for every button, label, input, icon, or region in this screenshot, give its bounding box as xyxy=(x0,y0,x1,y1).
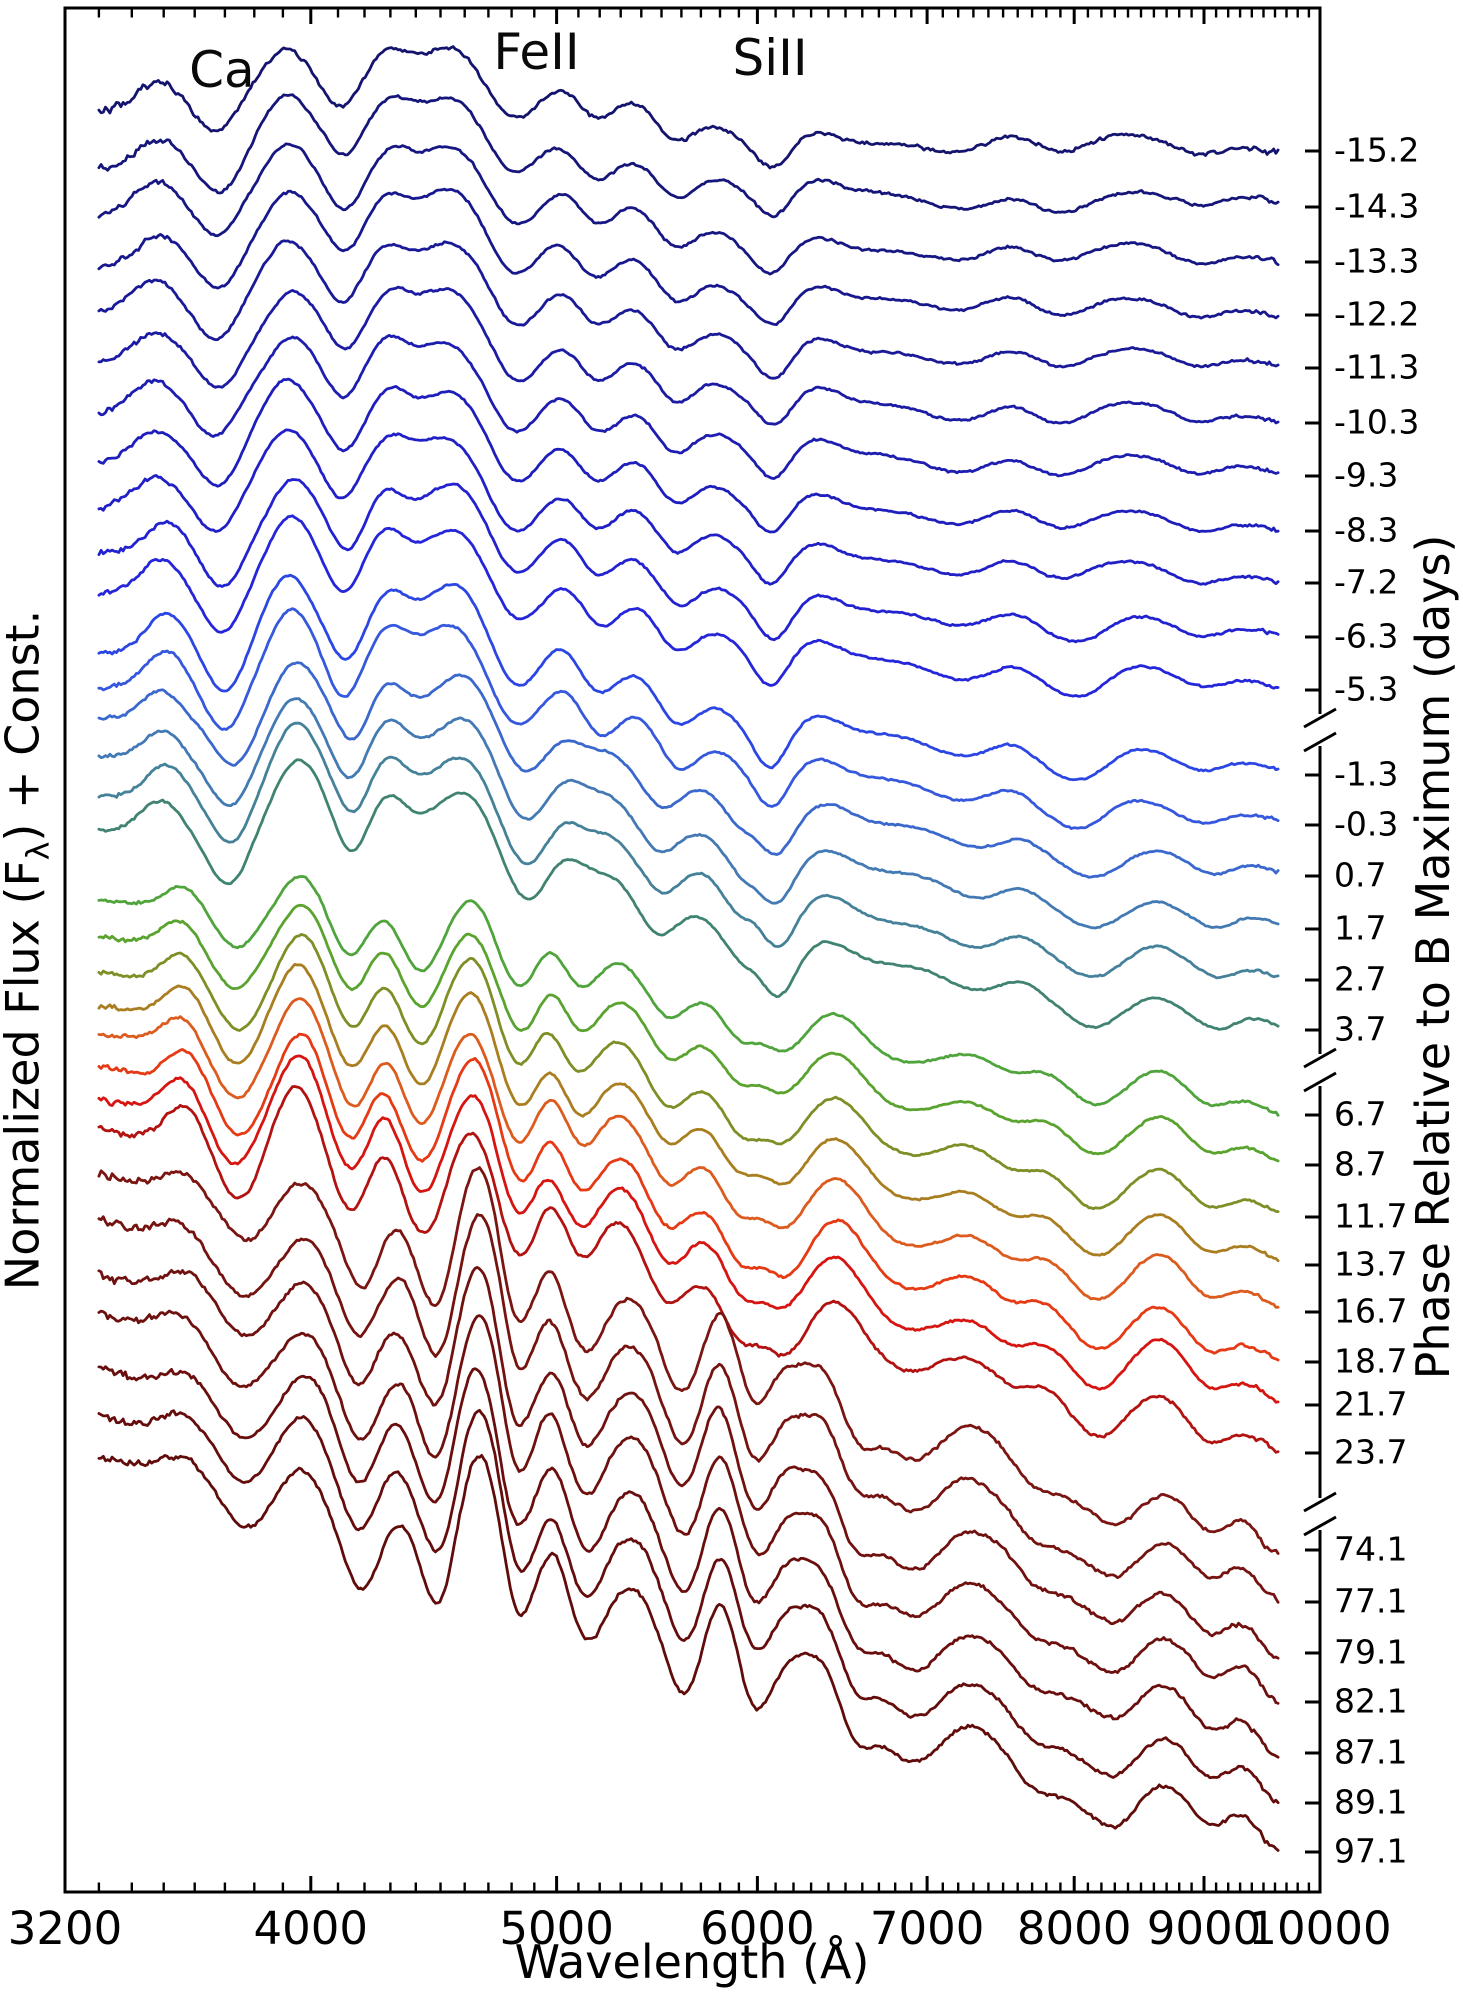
phase-label-3.7: 3.7 xyxy=(1334,1009,1387,1049)
spectrum-line-79.1 xyxy=(97,1266,1280,1660)
phase-label-11.7: 11.7 xyxy=(1334,1196,1408,1236)
phase-label-18.7: 18.7 xyxy=(1334,1341,1408,1381)
phase-label--14.3: -14.3 xyxy=(1334,186,1420,226)
right-axis-title: Phase Relative to B Maximum (days) xyxy=(1406,534,1460,1380)
y-axis-title: Normalized Flux (Fλ) + Const. xyxy=(0,610,57,1290)
spectrum-line--14.3 xyxy=(97,93,1280,219)
spectrum-line-1.7 xyxy=(97,697,1280,930)
spectrum-line--9.3 xyxy=(97,333,1280,480)
spectrum-line-0.7 xyxy=(97,661,1280,879)
spectrum-line--0.3 xyxy=(97,607,1280,830)
phase-label-97.1: 97.1 xyxy=(1334,1831,1408,1871)
annotation-Ca: Ca xyxy=(189,41,255,99)
spectrum-line-23.7 xyxy=(97,1085,1280,1454)
x-tick-label-8000: 8000 xyxy=(1016,1902,1132,1955)
phase-label--0.3: -0.3 xyxy=(1334,804,1399,844)
phase-label-2.7: 2.7 xyxy=(1334,959,1387,999)
spectrum-line-3.7 xyxy=(97,758,1280,1031)
spectrum-line-2.7 xyxy=(97,721,1280,980)
phase-label--13.3: -13.3 xyxy=(1334,241,1420,281)
phase-label-8.7: 8.7 xyxy=(1334,1144,1387,1184)
phase-label-23.7: 23.7 xyxy=(1334,1432,1408,1472)
spectrum-line-16.7 xyxy=(97,997,1280,1309)
spectrum-line--13.3 xyxy=(97,142,1280,276)
phase-label-79.1: 79.1 xyxy=(1334,1632,1408,1672)
annotation-SiII: SiII xyxy=(732,29,808,87)
spectrum-line--11.3 xyxy=(97,239,1280,380)
phase-label--10.3: -10.3 xyxy=(1334,402,1420,442)
spectrum-line-89.1 xyxy=(97,1408,1280,1805)
phase-label-0.7: 0.7 xyxy=(1334,855,1387,895)
phase-label--11.3: -11.3 xyxy=(1334,347,1420,387)
spectrum-line-97.1 xyxy=(97,1454,1280,1852)
phase-label-1.7: 1.7 xyxy=(1334,908,1387,948)
spectrum-line--7.2 xyxy=(97,428,1280,586)
spectrum-line-87.1 xyxy=(97,1365,1280,1759)
spectrum-line-74.1 xyxy=(97,1166,1280,1555)
x-tick-label-7000: 7000 xyxy=(869,1902,985,1955)
spectrum-line-82.1 xyxy=(97,1309,1280,1705)
phase-label-77.1: 77.1 xyxy=(1334,1581,1408,1621)
phase-label-82.1: 82.1 xyxy=(1334,1681,1408,1721)
phase-label-16.7: 16.7 xyxy=(1334,1291,1408,1331)
phase-label--15.2: -15.2 xyxy=(1334,130,1420,170)
y-axis-title-prefix: Normalized Flux (F xyxy=(0,860,50,1291)
x-axis-title: Wavelength (Å) xyxy=(514,1935,870,1989)
x-tick-label-3200: 3200 xyxy=(7,1902,123,1955)
y-axis-title-lambda: λ xyxy=(20,841,57,861)
phase-label-87.1: 87.1 xyxy=(1334,1732,1408,1772)
x-tick-label-6000: 6000 xyxy=(700,1902,815,1955)
phase-label-6.7: 6.7 xyxy=(1334,1094,1387,1134)
spectrum-line-21.7 xyxy=(97,1054,1280,1404)
spectrum-line--5.3 xyxy=(97,514,1280,698)
phase-label--7.2: -7.2 xyxy=(1334,562,1399,602)
x-tick-label-4000: 4000 xyxy=(253,1902,369,1955)
spectrum-line-77.1 xyxy=(97,1213,1280,1604)
spectrum-line--1.3 xyxy=(97,573,1280,782)
x-tick-label-10000: 10000 xyxy=(1248,1902,1392,1955)
spectrum-line--10.3 xyxy=(97,285,1280,426)
annotation-FeII: FeII xyxy=(493,23,580,81)
x-tick-label-9000: 9000 xyxy=(1146,1902,1262,1955)
spectrum-line-13.7 xyxy=(97,963,1280,1263)
phase-label--12.2: -12.2 xyxy=(1334,294,1420,334)
phase-label--5.3: -5.3 xyxy=(1334,669,1399,709)
spectrum-line-18.7 xyxy=(97,1032,1280,1362)
phase-label-89.1: 89.1 xyxy=(1334,1782,1408,1822)
spectrum-line--15.2 xyxy=(97,45,1280,170)
spectrum-line-6.7 xyxy=(97,875,1280,1117)
y-axis-title-suffix: ) + Const. xyxy=(0,609,50,842)
spectrum-line-11.7 xyxy=(97,933,1280,1213)
phase-label--8.3: -8.3 xyxy=(1334,510,1399,550)
phase-label--1.3: -1.3 xyxy=(1334,754,1399,794)
x-tick-label-5000: 5000 xyxy=(499,1902,614,1955)
phase-label-74.1: 74.1 xyxy=(1334,1529,1408,1569)
spectrum-line--8.3 xyxy=(97,377,1280,534)
phase-label--9.3: -9.3 xyxy=(1334,455,1399,495)
spectrum-line-8.7 xyxy=(97,903,1280,1163)
phase-label-21.7: 21.7 xyxy=(1334,1384,1408,1424)
spectrum-line--12.2 xyxy=(97,187,1280,327)
phase-label-13.7: 13.7 xyxy=(1334,1244,1408,1284)
spectrum-line--6.3 xyxy=(97,478,1280,644)
phase-label--6.3: -6.3 xyxy=(1334,616,1399,656)
